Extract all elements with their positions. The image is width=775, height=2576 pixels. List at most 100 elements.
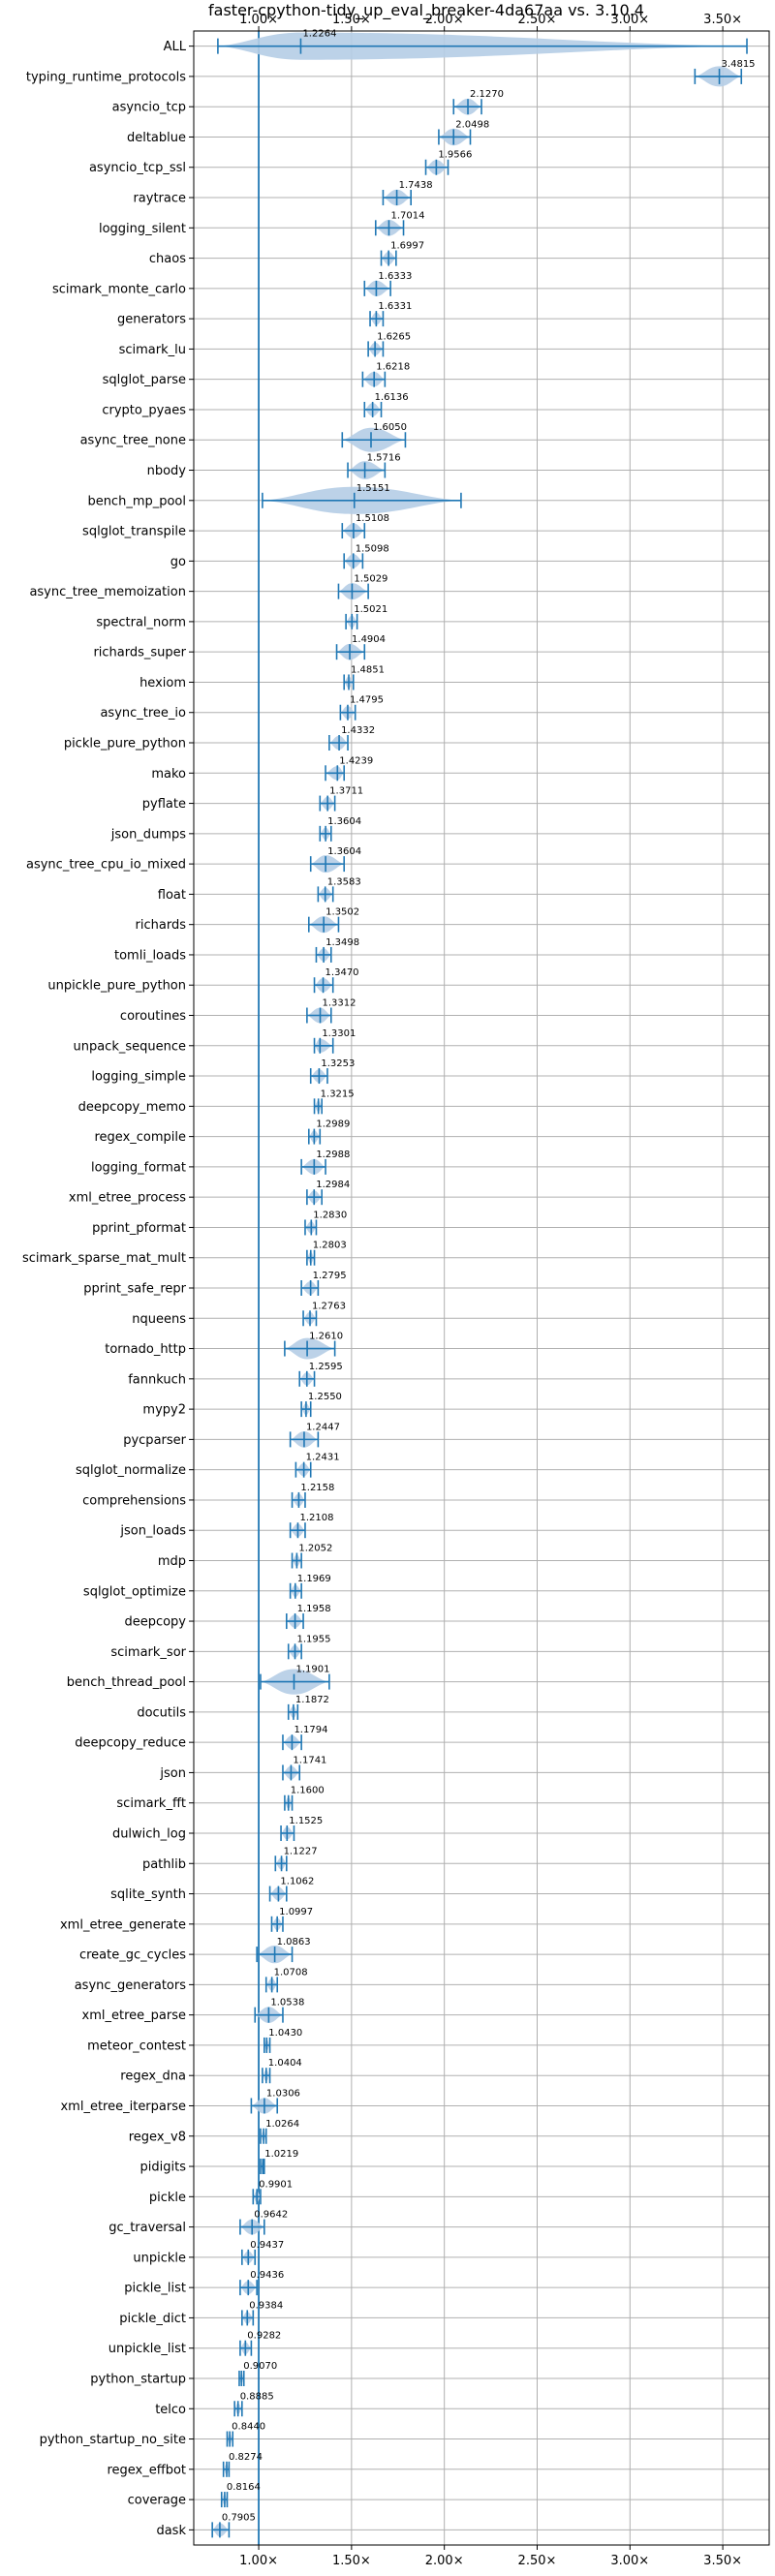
category-label: pyflate: [142, 797, 186, 812]
category-label: float: [158, 888, 186, 903]
category-label: pickle_dict: [119, 2312, 186, 2326]
category-label: async_generators: [75, 1978, 187, 1993]
category-label: logging_silent: [99, 222, 186, 236]
category-label: json_dumps: [110, 827, 186, 842]
value-label: 1.1062: [280, 1877, 314, 1887]
value-label: 1.1958: [297, 1604, 331, 1614]
value-label: 0.9282: [247, 2331, 281, 2342]
category-label: scimark_fft: [116, 1796, 186, 1811]
x-tick-label-bottom: 1.00×: [239, 2554, 278, 2568]
category-label: meteor_contest: [87, 2039, 186, 2053]
value-label: 1.2052: [298, 1543, 332, 1553]
category-label: python_startup_no_site: [40, 2433, 186, 2447]
category-label: bench_thread_pool: [67, 1675, 186, 1690]
category-label: scimark_sparse_mat_mult: [22, 1251, 186, 1266]
value-label: 1.3604: [327, 846, 361, 857]
category-label: spectral_norm: [96, 615, 186, 629]
value-label: 1.2989: [316, 1119, 350, 1130]
value-label: 1.1872: [295, 1695, 329, 1705]
value-label: 1.2158: [300, 1483, 334, 1493]
category-label: nqueens: [132, 1312, 186, 1327]
category-label: sqlglot_transpile: [82, 525, 186, 539]
category-label: gc_traversal: [108, 2221, 186, 2235]
category-label: deepcopy_reduce: [75, 1736, 186, 1751]
value-label: 1.6218: [376, 362, 410, 373]
x-tick-label-bottom: 2.00×: [425, 2554, 464, 2568]
category-label: pprint_safe_repr: [83, 1282, 186, 1297]
category-label: bench_mp_pool: [87, 494, 186, 508]
value-label: 1.6136: [375, 392, 409, 403]
value-label: 1.3312: [323, 998, 356, 1009]
value-label: 1.1794: [294, 1725, 327, 1735]
category-label: sqlglot_normalize: [76, 1463, 186, 1478]
category-label: xml_etree_iterparse: [60, 2100, 186, 2114]
value-label: 1.6050: [373, 422, 407, 433]
value-label: 1.9566: [438, 150, 472, 161]
value-label: 1.1969: [297, 1574, 331, 1584]
plot-frame: [193, 30, 770, 2546]
category-label: telco: [155, 2403, 186, 2417]
value-label: 1.0863: [277, 1937, 311, 1947]
category-label: mypy2: [142, 1403, 186, 1418]
category-label: dask: [156, 2524, 186, 2538]
category-label: mdp: [158, 1554, 186, 1569]
category-label: unpickle_pure_python: [47, 979, 186, 994]
value-label: 1.4332: [341, 725, 375, 736]
category-label: pidigits: [140, 2161, 187, 2175]
x-tick-label-bottom: 1.50×: [332, 2554, 371, 2568]
category-label: async_tree_io: [100, 706, 186, 721]
value-label: 0.7905: [222, 2512, 256, 2523]
value-label: 3.4815: [722, 59, 756, 70]
value-label: 0.8885: [240, 2391, 274, 2402]
category-label: async_tree_none: [80, 434, 186, 448]
category-label: richards: [136, 918, 187, 933]
value-label: 1.1525: [289, 1816, 323, 1826]
value-label: 1.2447: [306, 1422, 340, 1432]
x-tick-label-bottom: 3.50×: [703, 2554, 742, 2568]
value-label: 1.0219: [264, 2149, 298, 2160]
value-label: 1.5021: [354, 604, 388, 615]
x-tick-label-top: 1.00×: [239, 13, 278, 27]
value-label: 1.0708: [274, 1967, 308, 1978]
category-label: regex_compile: [94, 1130, 186, 1145]
value-label: 1.0430: [268, 2028, 302, 2039]
value-label: 1.6333: [378, 271, 412, 282]
category-label: tornado_http: [105, 1342, 186, 1357]
category-label: nbody: [147, 464, 187, 478]
category-label: unpack_sequence: [73, 1039, 186, 1054]
category-label: scimark_sor: [110, 1645, 186, 1660]
value-label: 1.6265: [377, 331, 411, 342]
value-label: 0.9437: [250, 2240, 284, 2251]
category-label: regex_v8: [129, 2130, 186, 2144]
value-label: 1.3604: [327, 816, 361, 827]
value-label: 1.0404: [268, 2058, 302, 2069]
category-label: async_tree_memoization: [29, 585, 186, 599]
category-label: pickle_list: [124, 2282, 186, 2296]
value-label: 1.7014: [390, 210, 424, 221]
value-label: 1.2763: [312, 1301, 346, 1311]
x-tick-label-top: 3.00×: [610, 13, 649, 27]
category-label: richards_super: [93, 646, 186, 660]
value-label: 1.3470: [326, 967, 359, 978]
value-label: 1.1901: [295, 1665, 329, 1675]
value-label: 1.2610: [309, 1332, 343, 1342]
value-label: 1.1955: [297, 1634, 331, 1644]
value-label: 1.7438: [399, 180, 433, 191]
category-label: sqlite_synth: [110, 1887, 186, 1902]
category-label: logging_format: [91, 1160, 186, 1175]
category-label: fannkuch: [128, 1372, 186, 1387]
category-label: raytrace: [133, 192, 186, 206]
value-label: 1.3498: [326, 937, 359, 948]
category-label: generators: [117, 313, 186, 327]
category-label: chaos: [149, 252, 186, 266]
value-label: 1.3301: [322, 1028, 356, 1039]
value-label: 1.3215: [321, 1089, 355, 1099]
value-label: 1.6997: [390, 241, 424, 252]
x-tick-label-top: 3.50×: [703, 13, 742, 27]
category-label: json_loads: [119, 1524, 186, 1539]
value-label: 1.0264: [265, 2119, 299, 2130]
category-label: scimark_monte_carlo: [52, 282, 186, 296]
value-label: 1.4795: [350, 695, 384, 706]
value-label: 0.9436: [250, 2270, 284, 2281]
